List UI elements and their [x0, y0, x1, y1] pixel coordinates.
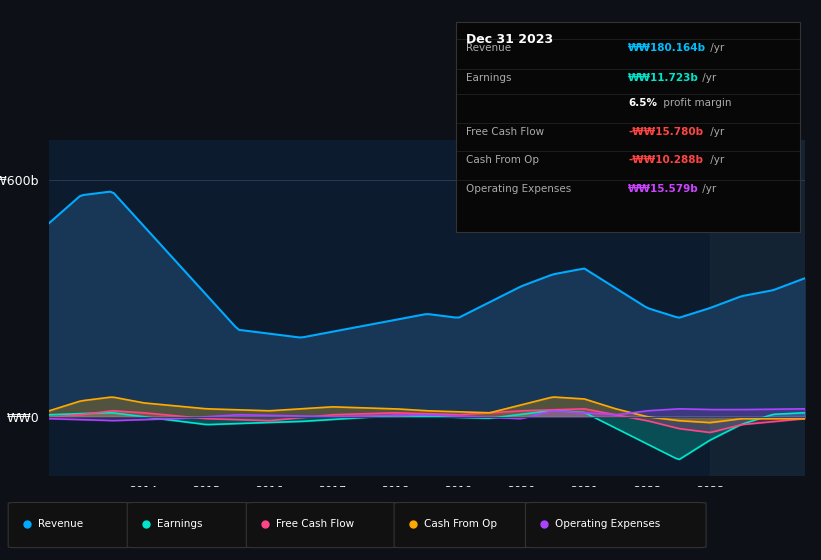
Text: Operating Expenses: Operating Expenses — [466, 184, 571, 194]
FancyBboxPatch shape — [8, 502, 131, 548]
Text: /yr: /yr — [708, 44, 725, 53]
Text: 6.5%: 6.5% — [628, 98, 657, 108]
Text: /yr: /yr — [708, 128, 725, 137]
Text: Free Cash Flow: Free Cash Flow — [276, 519, 354, 529]
Text: Operating Expenses: Operating Expenses — [555, 519, 660, 529]
Text: profit margin: profit margin — [660, 98, 732, 108]
Text: Earnings: Earnings — [157, 519, 202, 529]
FancyBboxPatch shape — [525, 502, 706, 548]
FancyBboxPatch shape — [246, 502, 398, 548]
Text: Earnings: Earnings — [466, 73, 511, 83]
Text: Free Cash Flow: Free Cash Flow — [466, 128, 544, 137]
Text: -₩₩15.780b: -₩₩15.780b — [628, 128, 704, 137]
Bar — [710, 140, 805, 476]
Text: ₩₩15.579b: ₩₩15.579b — [628, 184, 699, 194]
FancyBboxPatch shape — [394, 502, 530, 548]
Text: Revenue: Revenue — [38, 519, 83, 529]
Text: Cash From Op: Cash From Op — [424, 519, 497, 529]
Text: /yr: /yr — [708, 155, 725, 165]
Text: ₩₩11.723b: ₩₩11.723b — [628, 73, 699, 83]
Text: -₩₩10.288b: -₩₩10.288b — [628, 155, 703, 165]
Text: ₩₩180.164b: ₩₩180.164b — [628, 44, 706, 53]
FancyBboxPatch shape — [127, 502, 250, 548]
Text: Cash From Op: Cash From Op — [466, 155, 539, 165]
Text: /yr: /yr — [699, 73, 717, 83]
Text: Revenue: Revenue — [466, 44, 511, 53]
Text: Dec 31 2023: Dec 31 2023 — [466, 33, 553, 46]
Text: /yr: /yr — [699, 184, 717, 194]
